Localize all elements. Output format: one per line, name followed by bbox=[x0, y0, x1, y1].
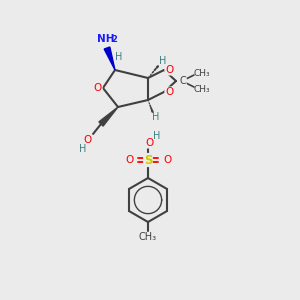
Polygon shape bbox=[99, 107, 118, 126]
Text: CH₃: CH₃ bbox=[194, 68, 210, 77]
Text: CH₃: CH₃ bbox=[139, 232, 157, 242]
Text: O: O bbox=[163, 155, 171, 165]
Text: 2: 2 bbox=[111, 34, 117, 43]
Text: S: S bbox=[144, 154, 152, 166]
Text: H: H bbox=[152, 112, 160, 122]
Text: H: H bbox=[153, 131, 161, 141]
Text: C: C bbox=[180, 76, 186, 86]
Text: O: O bbox=[125, 155, 133, 165]
Text: O: O bbox=[165, 87, 173, 97]
Text: O: O bbox=[84, 135, 92, 145]
Text: NH: NH bbox=[97, 34, 115, 44]
Text: O: O bbox=[165, 65, 173, 75]
Text: H: H bbox=[79, 144, 87, 154]
Polygon shape bbox=[104, 47, 115, 70]
Text: H: H bbox=[115, 52, 123, 62]
Text: H: H bbox=[159, 56, 167, 66]
Text: CH₃: CH₃ bbox=[194, 85, 210, 94]
Text: O: O bbox=[94, 83, 102, 93]
Text: O: O bbox=[146, 138, 154, 148]
